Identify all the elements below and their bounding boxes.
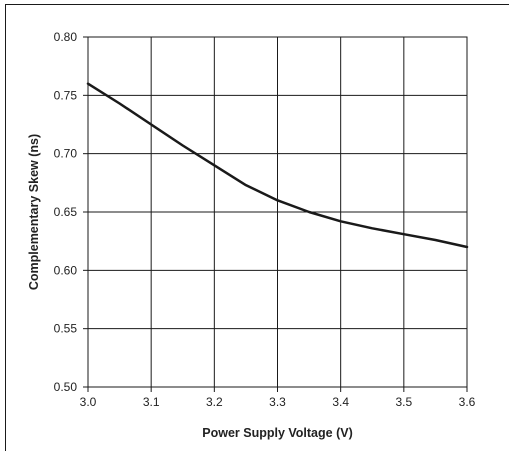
y-tick-label: 0.55 bbox=[54, 322, 78, 336]
x-tick-label: 3.2 bbox=[206, 395, 223, 409]
x-tick-label: 3.0 bbox=[80, 395, 97, 409]
y-axis-label: Complementary Skew (ns) bbox=[27, 134, 41, 290]
x-axis-label: Power Supply Voltage (V) bbox=[202, 426, 352, 440]
y-tick-label: 0.75 bbox=[54, 88, 78, 102]
series-line bbox=[86, 82, 469, 249]
x-tick-label: 3.5 bbox=[395, 395, 412, 409]
gridlines bbox=[87, 36, 468, 388]
y-tick-label: 0.50 bbox=[54, 380, 78, 394]
y-tick-label: 0.70 bbox=[54, 147, 78, 161]
axis-ticks bbox=[83, 36, 468, 392]
y-tick-label: 0.65 bbox=[54, 205, 78, 219]
x-tick-labels: 3.0 3.1 3.2 3.3 3.4 3.5 3.6 bbox=[80, 395, 476, 409]
x-tick-label: 3.4 bbox=[332, 395, 349, 409]
y-tick-label: 0.60 bbox=[54, 263, 78, 277]
y-tick-label: 0.80 bbox=[54, 30, 78, 44]
x-tick-label: 3.3 bbox=[269, 395, 286, 409]
chart-frame bbox=[5, 4, 509, 451]
y-tick-labels: 0.50 0.55 0.60 0.65 0.70 0.75 0.80 bbox=[54, 30, 78, 394]
x-tick-label: 3.6 bbox=[459, 395, 476, 409]
x-tick-label: 3.1 bbox=[143, 395, 160, 409]
